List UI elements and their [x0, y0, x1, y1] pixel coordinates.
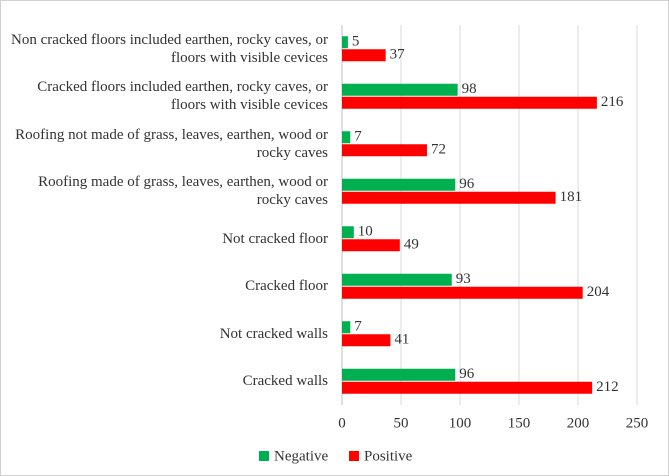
- y-tick-label: Roofing made of grass, leaves, earthen, …: [38, 174, 328, 209]
- x-tick-label: 250: [626, 415, 649, 431]
- y-tick-label: Cracked floor: [245, 278, 328, 295]
- bar: [342, 286, 583, 299]
- x-tick-label: 200: [567, 415, 590, 431]
- value-label: 204: [587, 284, 610, 300]
- bar: [342, 273, 452, 286]
- bar: [342, 178, 456, 191]
- value-label: 49: [404, 237, 419, 253]
- bar: [342, 368, 456, 381]
- x-tick-label: 50: [394, 415, 409, 431]
- value-label: 7: [354, 319, 362, 335]
- value-label: 96: [459, 366, 475, 382]
- bar: [342, 321, 351, 334]
- value-label: 72: [431, 142, 446, 158]
- value-label: 5: [352, 34, 360, 50]
- bar: [342, 96, 597, 109]
- value-label: 93: [456, 271, 471, 287]
- x-tick-label: 150: [508, 415, 531, 431]
- value-label: 181: [560, 189, 583, 205]
- bar: [342, 334, 391, 347]
- x-tick-label: 100: [449, 415, 472, 431]
- y-tick-label: Cracked walls: [242, 373, 328, 390]
- y-tick-label: Not cracked walls: [219, 325, 328, 342]
- value-label: 41: [394, 332, 409, 348]
- value-label: 7: [354, 129, 362, 145]
- x-tick-label: 0: [338, 415, 346, 431]
- bar: [342, 191, 556, 204]
- legend-swatch: [259, 451, 269, 461]
- y-tick-label: Non cracked floors included earthen, roc…: [11, 31, 328, 66]
- value-label: 96: [459, 176, 475, 192]
- bar: [342, 381, 593, 394]
- value-label: 98: [462, 81, 477, 97]
- y-tick-label: Not cracked floor: [222, 230, 328, 247]
- legend-label: Positive: [364, 448, 413, 464]
- y-tick-label: Roofing not made of grass, leaves, earth…: [15, 126, 328, 161]
- bar: [342, 83, 458, 96]
- value-label: 212: [596, 379, 619, 395]
- value-label: 216: [601, 94, 624, 110]
- value-label: 10: [358, 224, 373, 240]
- legend-label: Negative: [274, 448, 328, 464]
- bar: [342, 226, 354, 239]
- value-label: 37: [390, 47, 406, 63]
- bar: [342, 131, 351, 144]
- bar: [342, 49, 386, 62]
- bar: [342, 239, 400, 252]
- y-tick-label: Cracked floors included earthen, rocky c…: [37, 79, 328, 114]
- bar: [342, 144, 427, 157]
- legend-swatch: [349, 451, 359, 461]
- bar: [342, 36, 348, 49]
